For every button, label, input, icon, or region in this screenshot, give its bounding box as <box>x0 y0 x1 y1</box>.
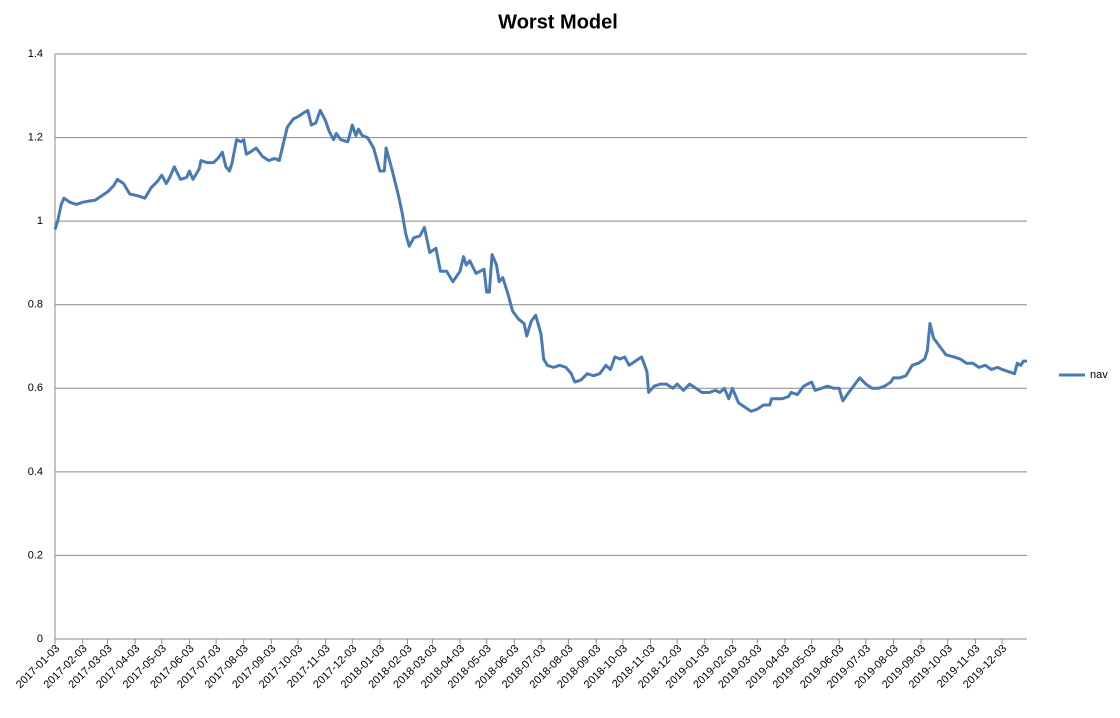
y-tick-label: 1 <box>37 215 43 227</box>
y-tick-label: 0.8 <box>28 299 43 311</box>
line <box>53 108 1027 413</box>
y-tick-label: 0 <box>37 633 43 645</box>
chart-title: Worst Model <box>498 11 618 33</box>
y-tick-label: 0.2 <box>28 549 43 561</box>
legend-label: nav <box>1090 369 1108 381</box>
y-tick-label: 1.4 <box>28 48 43 60</box>
y-tick-label: 0.6 <box>28 382 43 394</box>
y-tick-label: 1.2 <box>28 131 43 143</box>
y-tick-label: 0.4 <box>28 466 43 478</box>
